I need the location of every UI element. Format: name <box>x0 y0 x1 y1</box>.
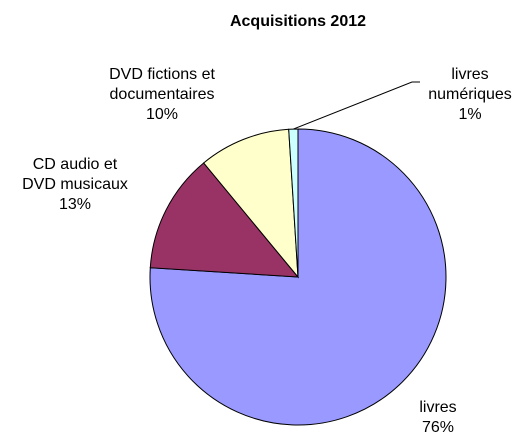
slice-label: livres 76% <box>398 398 478 438</box>
pie-slice <box>202 128 299 279</box>
value-label: 76% <box>421 419 455 436</box>
category-label: CD audio et DVD musicaux <box>22 156 128 193</box>
value-label: 13% <box>58 196 92 213</box>
category-label: DVD fictions et documentaires <box>109 66 215 103</box>
value-label: 10% <box>145 106 179 123</box>
value-label: 1% <box>458 106 482 123</box>
category-label: livres <box>419 399 457 416</box>
pie-slice <box>149 162 300 278</box>
slice-label: DVD fictions et documentaires 10% <box>98 65 226 125</box>
category-label: livres numériques <box>428 66 512 103</box>
slice-label: CD audio et DVD musicaux 13% <box>16 155 134 215</box>
slice-label: livres numériques 1% <box>420 65 520 125</box>
leader-line <box>293 81 420 130</box>
chart-title: Acquisitions 2012 <box>229 13 367 30</box>
